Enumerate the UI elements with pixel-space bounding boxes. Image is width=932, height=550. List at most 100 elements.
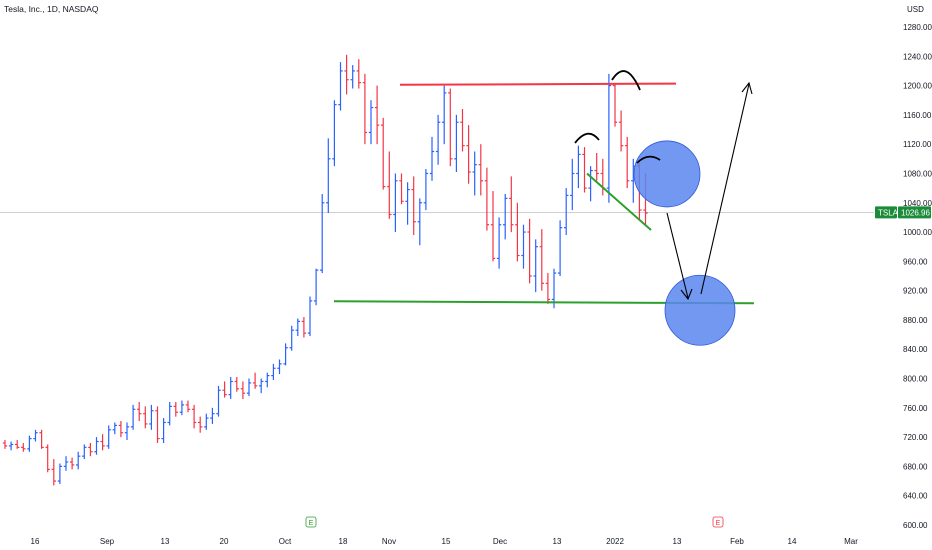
ohlc-bar <box>484 167 490 231</box>
ohlc-bar <box>539 229 544 291</box>
price-tick-label: 1040.00 <box>903 199 932 208</box>
ohlc-bar <box>326 138 331 214</box>
ohlc-bar <box>478 144 483 196</box>
price-tick-label: 760.00 <box>903 404 928 413</box>
ohlc-bar <box>307 296 313 337</box>
price-tick-label: 1080.00 <box>903 169 932 178</box>
ohlc-bar <box>533 239 538 293</box>
ohlc-bar <box>625 136 630 189</box>
currency-label: USD <box>907 5 924 14</box>
price-axis[interactable]: 1280.00 1240.00 1200.00 1160.00 1120.00 1080.… <box>903 23 932 530</box>
ohlc-bar <box>295 318 300 337</box>
ohlc-bar <box>130 404 136 430</box>
ohlc-bar <box>448 88 453 167</box>
ohlc-bar <box>228 377 233 400</box>
ohlc-bar <box>503 193 508 240</box>
time-tick-label: 2022 <box>606 537 624 546</box>
ohlc-bar <box>429 136 435 181</box>
ohlc-bar <box>33 429 38 442</box>
ohlc-bar <box>2 440 8 449</box>
ohlc-bar <box>173 401 178 417</box>
target-zone-small[interactable] <box>633 140 701 208</box>
ticker-badge-bg <box>875 206 897 219</box>
earnings-marker-box[interactable] <box>712 516 724 528</box>
ohlc-bar <box>259 378 264 394</box>
time-tick-label: Mar <box>844 537 858 546</box>
ohlc-bar <box>57 463 63 484</box>
ohlc-bar <box>45 444 50 473</box>
top-arc-drawing[interactable] <box>611 70 641 91</box>
time-tick-label: Nov <box>382 537 396 546</box>
time-tick-label: Dec <box>493 537 507 546</box>
ohlc-bar <box>94 437 99 455</box>
ohlc-bar <box>222 381 227 398</box>
ohlc-bar <box>515 202 520 262</box>
time-tick-label: 15 <box>442 537 451 546</box>
ohlc-bar <box>393 173 398 233</box>
ohlc-bar <box>149 404 154 430</box>
ohlc-bar <box>204 413 209 430</box>
price-tick-label: 1200.00 <box>903 82 932 91</box>
time-tick-label: Sep <box>100 537 115 546</box>
ohlc-bar <box>320 193 325 274</box>
user-drawings[interactable] <box>333 70 755 346</box>
ohlc-bar <box>155 406 160 443</box>
ohlc-bar <box>545 273 551 304</box>
ohlc-bar <box>277 359 282 375</box>
time-axis[interactable]: 16 Sep 13 20 Oct 18 Nov 15 Dec 13 2022 13 Feb 14 Mar E E <box>31 516 859 546</box>
ohlc-bar <box>21 442 26 452</box>
ohlc-bar <box>381 117 386 190</box>
arrow-up-shaft[interactable] <box>700 83 750 295</box>
ohlc-bar <box>15 440 20 449</box>
arrow-up-head <box>741 81 753 95</box>
ohlc-bar <box>387 151 392 219</box>
ohlc-bar <box>411 176 416 235</box>
ohlc-bar <box>289 325 294 351</box>
price-tick-label: 1160.00 <box>903 111 932 120</box>
ohlc-bar <box>39 429 44 449</box>
ohlc-bar <box>338 62 343 111</box>
time-tick-label: Oct <box>279 537 292 546</box>
chart-title: Tesla, Inc., 1D, NASDAQ <box>4 4 99 14</box>
arrow-down-shaft[interactable] <box>666 212 689 299</box>
arrow-down-head <box>680 288 693 301</box>
ohlc-bar <box>88 442 93 457</box>
resistance-line[interactable] <box>399 82 677 86</box>
price-tick-label: 1280.00 <box>903 23 932 32</box>
time-tick-label: 20 <box>220 537 229 546</box>
ohlc-bar <box>435 114 441 165</box>
ohlc-bar <box>179 400 185 416</box>
price-bars <box>2 54 648 486</box>
price-tick-label: 880.00 <box>903 316 928 325</box>
ohlc-bar <box>167 401 172 426</box>
price-badge-text: 1026.96 <box>901 208 930 217</box>
descending-trendline[interactable] <box>586 172 652 231</box>
ohlc-bar <box>51 459 56 486</box>
target-zone-large[interactable] <box>664 274 736 346</box>
ohlc-bar <box>588 166 593 202</box>
ohlc-bar <box>417 198 422 246</box>
ohlc-bar <box>612 84 618 127</box>
ohlc-bar <box>76 451 81 470</box>
ohlc-bar <box>509 176 514 233</box>
price-tick-label: 1000.00 <box>903 228 932 237</box>
small-arc-drawing[interactable] <box>636 155 661 164</box>
ohlc-bar <box>350 65 355 89</box>
ohlc-bar <box>8 441 14 451</box>
ohlc-bar <box>576 145 581 189</box>
ohlc-bar <box>234 377 239 392</box>
ohlc-bar <box>582 147 587 193</box>
ohlc-bar <box>527 218 532 284</box>
ohlc-bar <box>362 73 368 145</box>
left-arc-drawing[interactable] <box>574 132 600 144</box>
ohlc-bar <box>313 268 319 306</box>
ohlc-bar <box>283 343 288 366</box>
ohlc-bar <box>606 73 612 203</box>
ohlc-bar <box>106 425 111 449</box>
earnings-marker-box[interactable] <box>305 516 317 528</box>
time-tick-label: 13 <box>161 537 170 546</box>
ohlc-bar <box>399 173 404 205</box>
ohlc-bar <box>594 152 599 181</box>
ohlc-bar <box>265 372 270 388</box>
